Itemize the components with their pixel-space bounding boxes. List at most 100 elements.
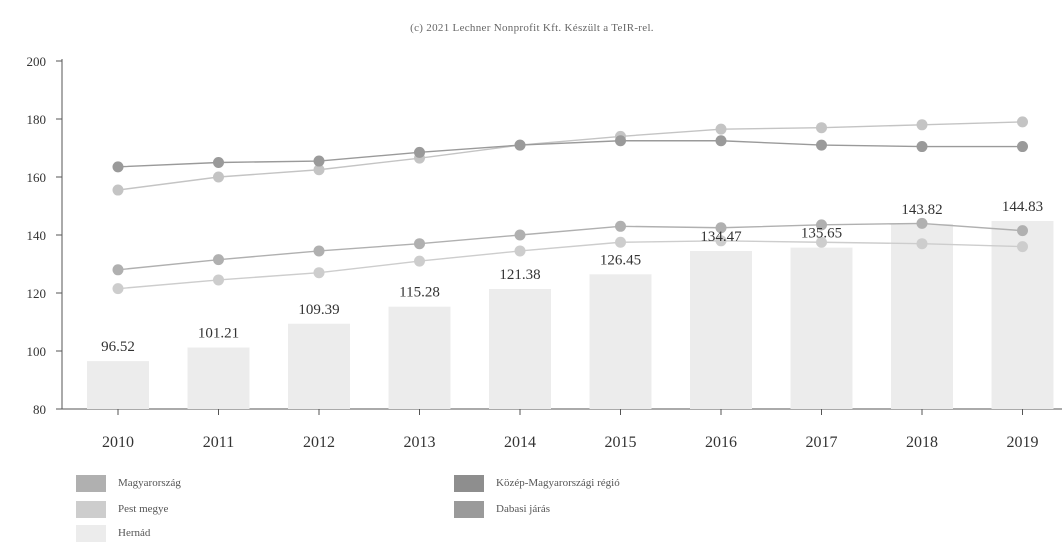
series-point — [213, 157, 224, 168]
bar — [489, 288, 551, 409]
legend-item-magyarorszag[interactable]: Magyarország — [76, 472, 181, 494]
series-line — [117, 121, 1023, 191]
legend-item-hernad[interactable]: Hernád — [76, 522, 150, 544]
series-point — [514, 229, 526, 241]
series-point — [313, 267, 325, 279]
line-bar-chart: 80 100 120 140 160 180 200 2010 2011 2012 2013 2014… — [27, 54, 1062, 451]
axes: 80 100 120 140 160 180 200 2010 2011 2012 2013 2014… — [27, 54, 1062, 451]
legend-label: Közép-Magyarországi régió — [496, 477, 620, 489]
data-label: 134.47 — [700, 229, 742, 245]
bar — [589, 274, 652, 409]
bar — [288, 323, 350, 409]
series-point — [313, 164, 325, 176]
x-tick-label: 2016 — [705, 434, 737, 451]
series-point — [816, 236, 827, 248]
y-tick-label: 120 — [27, 286, 47, 301]
bar — [388, 306, 451, 409]
data-label: 144.83 — [1002, 199, 1043, 215]
series-point — [112, 264, 124, 276]
legend-item-pest-megye[interactable]: Pest megye — [76, 498, 168, 520]
series-point — [715, 123, 727, 135]
series-point — [916, 238, 928, 250]
series-point — [1017, 225, 1028, 237]
y-tick-label: 160 — [27, 170, 47, 185]
x-tick-label: 2018 — [906, 434, 938, 451]
series-point — [213, 254, 224, 266]
series-point — [816, 139, 827, 151]
legend-swatch — [76, 474, 106, 492]
series-point — [715, 135, 727, 147]
series-point — [1017, 241, 1028, 253]
series-point — [916, 119, 928, 131]
series-point — [816, 122, 827, 134]
series-point — [615, 220, 626, 232]
y-tick-label: 100 — [27, 344, 47, 359]
x-tick-label: 2019 — [1007, 434, 1039, 451]
bar — [991, 220, 1054, 409]
legend-label: Magyarország — [118, 477, 181, 489]
legend-label: Pest megye — [118, 503, 169, 515]
bar — [790, 247, 853, 409]
bar — [891, 223, 953, 409]
series-point — [1017, 116, 1028, 128]
series-point — [112, 184, 124, 196]
data-label: 115.28 — [399, 285, 440, 301]
series-line — [117, 240, 1023, 290]
x-tick-label: 2017 — [806, 434, 838, 451]
y-tick-label: 200 — [27, 54, 47, 69]
series-line — [117, 140, 1023, 168]
data-label: 109.39 — [298, 302, 339, 318]
x-tick-label: 2013 — [404, 434, 436, 451]
data-label: 143.82 — [901, 202, 942, 218]
legend-swatch — [454, 500, 484, 518]
bar — [87, 361, 149, 409]
bars — [87, 220, 1054, 409]
data-label: 96.52 — [101, 339, 135, 355]
series-point — [414, 238, 425, 250]
series-point — [514, 139, 526, 151]
series-point — [213, 274, 224, 286]
legend-label: Hernád — [118, 527, 151, 539]
legend-label: Dabasi járás — [496, 503, 551, 515]
data-label: 135.65 — [801, 226, 842, 242]
y-tick-label: 80 — [33, 402, 46, 417]
data-label: 121.38 — [499, 267, 540, 283]
data-labels: 96.52 101.21 109.39 115.28 121.38 126.45 134.4… — [101, 199, 1043, 355]
series-point — [514, 245, 526, 257]
series-point — [213, 171, 224, 183]
series-point — [414, 255, 425, 267]
series-point — [816, 219, 827, 231]
data-label: 101.21 — [198, 325, 239, 341]
legend: Magyarország Közép-Magyarországi régió P… — [76, 472, 836, 544]
bar — [690, 251, 752, 409]
bar — [187, 347, 250, 409]
series-point — [715, 235, 727, 247]
series-point — [112, 161, 124, 173]
series-point — [313, 155, 325, 167]
copyright-text: (c) 2021 Lechner Nonprofit Kft. Készült … — [410, 22, 654, 34]
y-tick-label: 180 — [27, 112, 47, 127]
x-tick-label: 2012 — [303, 434, 335, 451]
x-tick-label: 2014 — [504, 434, 536, 451]
series-point — [715, 222, 727, 234]
legend-swatch — [76, 524, 106, 542]
series-lines — [112, 116, 1028, 295]
series-point — [112, 283, 124, 295]
data-label: 126.45 — [600, 252, 641, 268]
y-tick-label: 140 — [27, 228, 47, 243]
series-point — [916, 141, 928, 153]
legend-item-dabasi-jaras[interactable]: Dabasi járás — [454, 498, 550, 520]
series-line — [117, 222, 1023, 271]
series-point — [1017, 141, 1028, 153]
legend-swatch — [76, 500, 106, 518]
series-point — [414, 146, 425, 158]
x-tick-label: 2010 — [102, 434, 134, 451]
series-point — [615, 236, 626, 248]
x-tick-label: 2011 — [203, 434, 234, 451]
legend-swatch — [454, 474, 484, 492]
legend-item-kozep-magyarorszagi-regio[interactable]: Közép-Magyarországi régió — [454, 472, 620, 494]
series-point — [313, 245, 325, 257]
series-point — [615, 135, 626, 147]
x-tick-label: 2015 — [605, 434, 637, 451]
series-point — [916, 217, 928, 229]
